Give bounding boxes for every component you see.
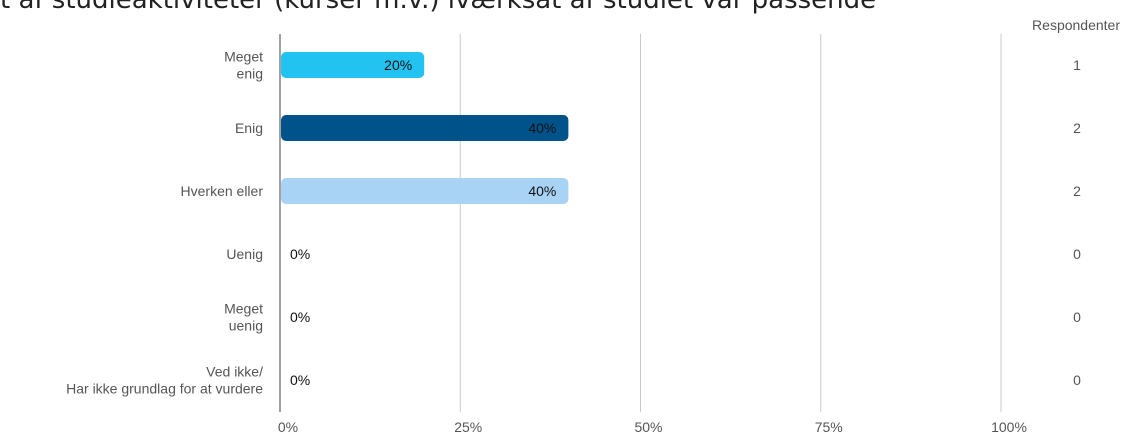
x-tick-label: 50%: [634, 419, 662, 435]
respondents-header: Respondenter: [1032, 17, 1120, 33]
gridlines: [279, 34, 1002, 412]
respondent-count: 0: [1073, 246, 1081, 262]
category-label: Meget: [224, 301, 263, 317]
x-tick-label: 75%: [815, 419, 843, 435]
category-label: Uenig: [226, 246, 263, 262]
bar-value-label: 20%: [384, 57, 412, 73]
bar-value-label: 40%: [528, 120, 556, 136]
category-label: Enig: [235, 120, 263, 136]
respondent-count: 2: [1073, 120, 1081, 136]
category-label: enig: [237, 66, 263, 82]
bar: [281, 52, 425, 78]
category-label: Hverken eller: [181, 183, 264, 199]
x-axis-ticks: 0% 25% 50% 75% 100%: [278, 419, 1027, 435]
bar: [281, 115, 569, 141]
chart-title: t af studieaktiviteter (kurser m.v.) ivæ…: [0, 0, 876, 15]
x-tick-label: 0%: [278, 419, 298, 435]
bar-value-label: 0%: [290, 372, 310, 388]
bar-value-label: 0%: [290, 309, 310, 325]
category-label: Meget: [224, 49, 263, 65]
category-label: Ved ikke/: [206, 364, 263, 380]
bar-value-label: 40%: [528, 183, 556, 199]
x-tick-label: 100%: [991, 419, 1027, 435]
respondent-counts: 1 2 2 0 0 0: [1073, 57, 1081, 388]
respondent-count: 1: [1073, 57, 1081, 73]
respondent-count: 0: [1073, 309, 1081, 325]
respondent-count: 0: [1073, 372, 1081, 388]
bar: [281, 178, 569, 204]
bar-value-label: 0%: [290, 246, 310, 262]
category-label: uenig: [229, 318, 263, 334]
x-tick-label: 25%: [454, 419, 482, 435]
category-label: Har ikke grundlag for at vurdere: [66, 381, 263, 397]
bars: 20% 40% 40% 0% 0% 0%: [281, 52, 569, 388]
respondent-count: 2: [1073, 183, 1081, 199]
